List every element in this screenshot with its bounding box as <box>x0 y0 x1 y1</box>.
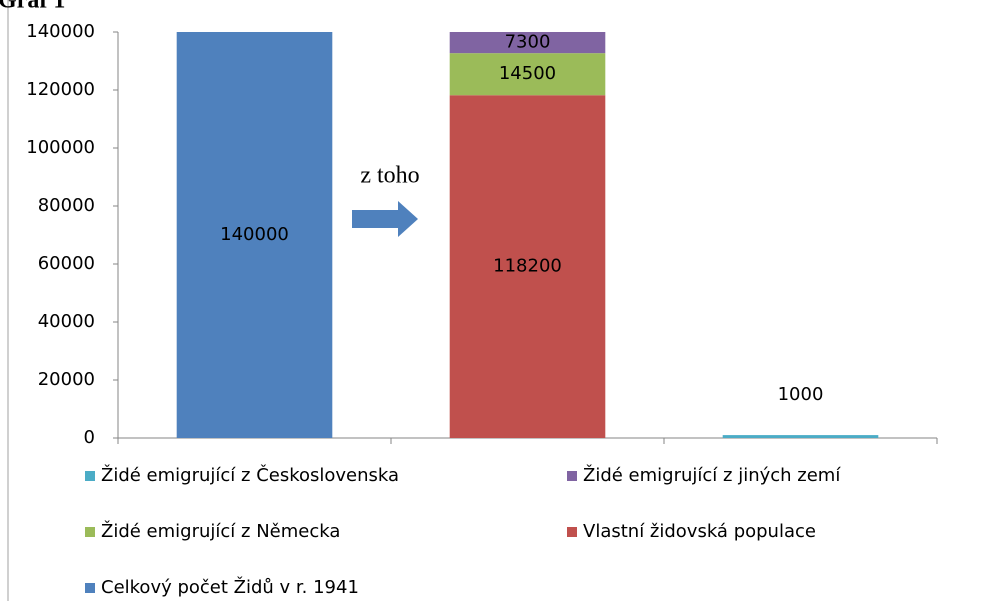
data-label: 14500 <box>499 63 556 84</box>
y-tick-label: 40000 <box>38 311 95 332</box>
data-label: 7300 <box>505 32 551 53</box>
bar-segment <box>449 32 606 54</box>
bar-segment <box>722 435 879 438</box>
y-tick-label: 120000 <box>26 79 95 100</box>
legend-swatch <box>85 527 95 537</box>
y-tick-label: 80000 <box>38 195 95 216</box>
legend-label: Židé emigrující z jiných zemí <box>583 464 841 486</box>
bar-segment <box>176 32 333 438</box>
y-tick-label: 20000 <box>38 369 95 390</box>
y-tick-label: 100000 <box>26 137 95 158</box>
data-label: 118200 <box>493 256 562 277</box>
data-label: 140000 <box>220 224 289 245</box>
y-tick-label: 0 <box>84 427 95 448</box>
legend-swatch <box>567 527 577 537</box>
y-tick-label: 60000 <box>38 253 95 274</box>
legend-label: Židé emigrující z Československa <box>101 464 399 486</box>
bar-segment <box>449 53 606 96</box>
y-tick-label: 140000 <box>26 21 95 42</box>
bar-segment <box>449 95 606 438</box>
legend-swatch <box>567 471 577 481</box>
chart-title: Graf 1 <box>0 0 65 14</box>
legend-swatch <box>85 583 95 593</box>
arrow <box>352 201 418 237</box>
data-label: 1000 <box>778 384 824 405</box>
legend-swatch <box>85 471 95 481</box>
annotation: z toho <box>360 163 419 189</box>
legend-label: Vlastní židovská populace <box>583 521 816 542</box>
legend-label: Celkový počet Židů v r. 1941 <box>101 576 359 598</box>
legend-label: Židé emigrující z Německa <box>101 520 340 542</box>
